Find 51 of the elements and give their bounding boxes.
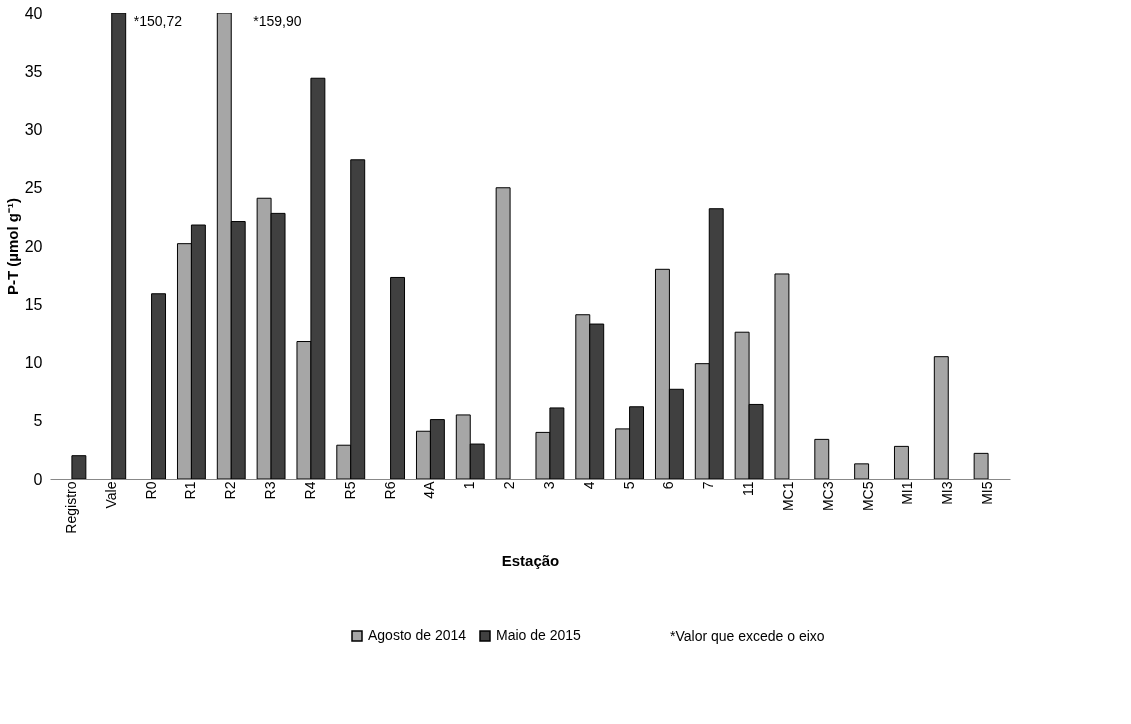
y-tick-label: 40 — [24, 4, 43, 22]
x-tick-label: R2 — [222, 481, 239, 500]
y-tick-label: 15 — [24, 295, 43, 313]
bar — [111, 13, 127, 479]
annotation: *150,72 — [133, 13, 183, 29]
x-tick-label: R4 — [301, 481, 318, 500]
x-tick-label: 1 — [461, 481, 478, 490]
x-tick-label: MI3 — [939, 481, 956, 505]
y-tick-label: 5 — [33, 412, 43, 430]
x-tick-label: R1 — [182, 481, 199, 500]
x-tick-label: 4A — [421, 480, 438, 499]
bar — [774, 273, 790, 479]
legend-label: Maio de 2015 — [496, 627, 582, 643]
bar — [933, 356, 949, 479]
y-tick-label: 35 — [24, 62, 43, 80]
y-tick-label: 0 — [33, 470, 43, 488]
bar — [495, 187, 511, 479]
x-axis-title: Estação — [501, 551, 560, 569]
x-tick-label: 5 — [620, 481, 637, 490]
bar — [893, 445, 909, 479]
x-tick-label: MC3 — [819, 481, 836, 512]
y-tick-label: 10 — [24, 354, 43, 371]
bar — [973, 452, 989, 479]
x-tick-label: 7 — [700, 481, 717, 490]
bar — [71, 455, 87, 479]
bar — [390, 276, 406, 479]
x-tick-label: 2 — [501, 481, 518, 490]
bar — [814, 438, 830, 479]
x-tick-label: R0 — [142, 481, 159, 500]
bar — [854, 463, 870, 479]
y-tick-label: 25 — [24, 179, 43, 197]
y-tick-label: 20 — [24, 237, 43, 255]
x-tick-label: Vale — [102, 481, 119, 509]
y-axis-title: P-T (µmol g⁻¹) — [3, 198, 21, 295]
x-tick-label: MI5 — [979, 481, 996, 505]
x-tick-label: 4 — [580, 481, 597, 490]
legend-label: Agosto de 2014 — [368, 627, 467, 643]
x-tick-label: MC1 — [779, 481, 796, 512]
x-tick-label: R6 — [381, 481, 398, 500]
x-tick-label: MI1 — [899, 481, 916, 505]
x-tick-label: Registro — [62, 481, 79, 534]
x-tick-label: 3 — [540, 481, 557, 490]
annotation: *159,90 — [253, 13, 302, 29]
y-tick-label: 30 — [24, 121, 43, 138]
x-tick-label: 6 — [660, 481, 677, 490]
bar — [151, 293, 167, 479]
text: *Valor que excede o eixo — [670, 628, 825, 644]
x-tick-label: R3 — [262, 481, 279, 500]
x-tick-label: 11 — [740, 481, 757, 497]
x-tick-label: MC5 — [859, 481, 876, 512]
x-tick-label: R5 — [341, 481, 358, 500]
